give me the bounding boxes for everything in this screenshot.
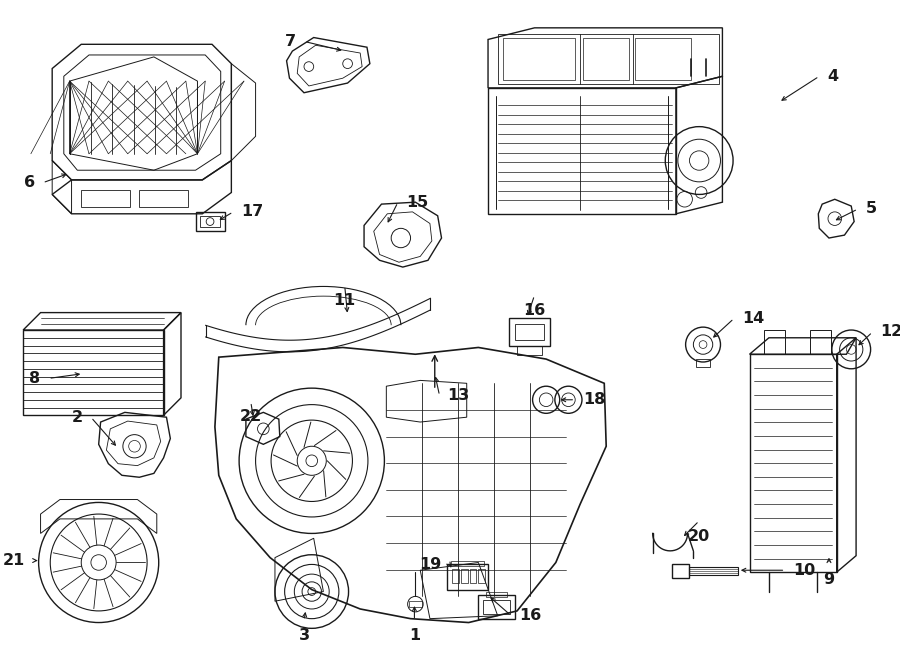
Text: 8: 8	[30, 371, 40, 386]
Text: 1: 1	[409, 628, 420, 643]
Bar	[81, 189, 130, 207]
Bar	[447, 565, 488, 590]
Bar	[478, 595, 515, 619]
Bar	[140, 189, 188, 207]
Text: 9: 9	[824, 572, 834, 587]
Bar	[451, 561, 484, 567]
Text: 14: 14	[742, 311, 764, 326]
Text: 15: 15	[406, 195, 428, 210]
Text: 13: 13	[447, 389, 470, 403]
Bar	[195, 212, 225, 231]
Text: 22: 22	[239, 410, 262, 424]
Bar	[583, 38, 629, 80]
Bar	[470, 569, 476, 583]
Text: 6: 6	[23, 175, 35, 190]
Text: 5: 5	[866, 201, 877, 216]
Text: 19: 19	[419, 557, 442, 572]
Bar	[689, 567, 738, 575]
Bar	[478, 569, 485, 583]
Bar	[483, 600, 510, 614]
Bar	[515, 324, 544, 340]
Text: 2: 2	[72, 410, 83, 425]
Text: 12: 12	[880, 324, 900, 340]
Bar	[498, 34, 718, 84]
Bar	[697, 359, 710, 367]
Text: 7: 7	[285, 34, 296, 49]
Bar	[509, 318, 550, 346]
Bar	[461, 569, 468, 583]
Text: 4: 4	[827, 69, 838, 84]
Text: 3: 3	[299, 628, 310, 643]
Text: 10: 10	[793, 563, 815, 578]
Text: 11: 11	[334, 293, 356, 308]
Text: 16: 16	[524, 303, 545, 318]
Text: 18: 18	[583, 393, 605, 407]
Bar	[750, 354, 837, 572]
Bar	[486, 592, 508, 597]
Text: 20: 20	[688, 528, 710, 544]
Bar	[672, 565, 689, 578]
Bar	[518, 346, 543, 355]
Text: 21: 21	[3, 553, 25, 568]
Bar	[201, 216, 220, 227]
Bar	[810, 330, 831, 354]
Bar	[409, 601, 422, 607]
Bar	[635, 38, 691, 80]
Text: 17: 17	[241, 205, 264, 219]
Bar	[764, 330, 786, 354]
Text: 16: 16	[519, 608, 541, 623]
Bar	[23, 330, 164, 415]
Bar	[502, 38, 575, 80]
Bar	[452, 569, 459, 583]
